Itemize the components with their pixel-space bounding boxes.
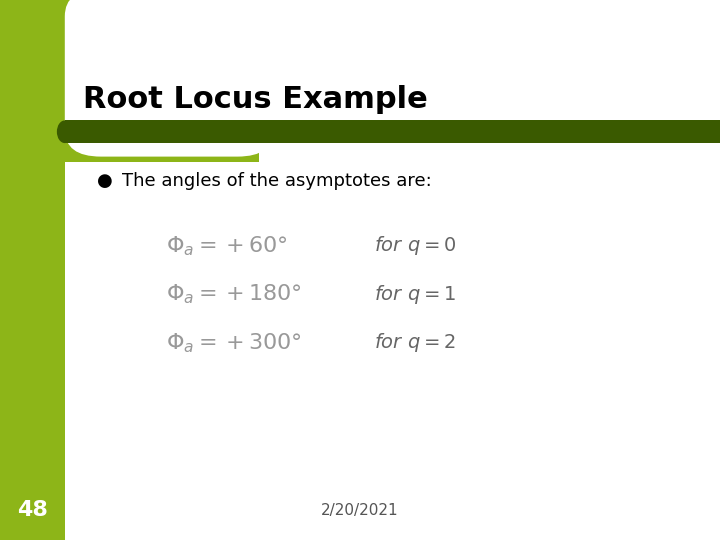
Text: $\Phi_a = +60°$: $\Phi_a = +60°$	[166, 234, 287, 258]
Text: for $q = 2$: for $q = 2$	[374, 332, 456, 354]
Text: for $q = 0$: for $q = 0$	[374, 234, 456, 257]
Text: ●: ●	[97, 172, 113, 190]
Ellipse shape	[57, 120, 73, 143]
Text: $\Phi_a = +300°$: $\Phi_a = +300°$	[166, 331, 302, 355]
Bar	[0, 0, 259, 162]
Text: 48: 48	[17, 500, 48, 521]
Text: Root Locus Example: Root Locus Example	[83, 85, 428, 114]
Text: The angles of the asymptotes are:: The angles of the asymptotes are:	[122, 172, 432, 190]
FancyBboxPatch shape	[65, 0, 274, 157]
Text: $\Phi_a = +180°$: $\Phi_a = +180°$	[166, 282, 302, 306]
Text: 2/20/2021: 2/20/2021	[321, 503, 399, 518]
Bar	[65, 120, 720, 143]
Text: for $q = 1$: for $q = 1$	[374, 283, 456, 306]
Bar	[0, 0, 65, 540]
